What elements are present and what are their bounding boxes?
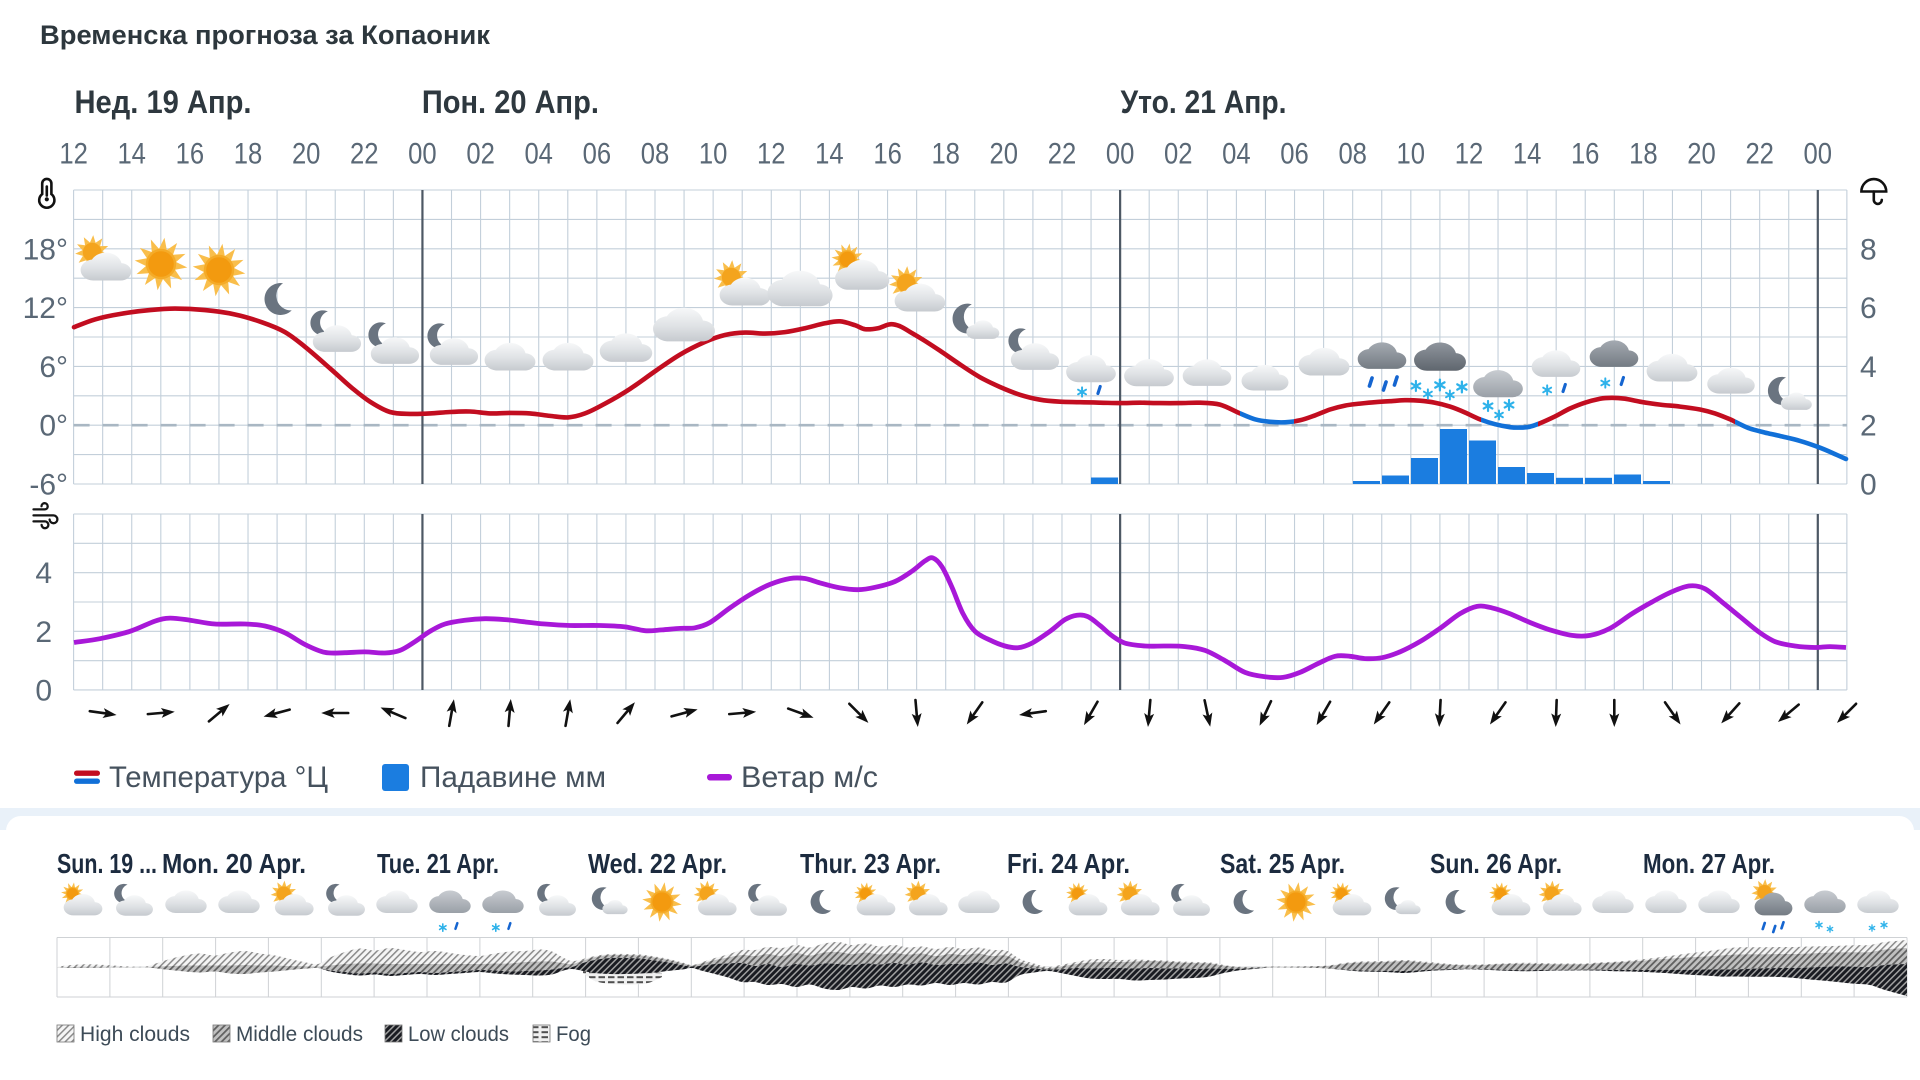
svg-text:06: 06 [1280, 138, 1309, 171]
svg-text:Low clouds: Low clouds [408, 1023, 509, 1046]
svg-text:Middle clouds: Middle clouds [236, 1023, 363, 1046]
svg-text:Mon. 27 Apr.: Mon. 27 Apr. [1643, 848, 1775, 879]
svg-text:Thur. 23 Apr.: Thur. 23 Apr. [800, 848, 941, 879]
svg-text:Sun. 26 Apr.: Sun. 26 Apr. [1430, 848, 1562, 879]
svg-text:00: 00 [1804, 138, 1833, 171]
svg-text:14: 14 [1513, 138, 1542, 171]
svg-text:18°: 18° [23, 233, 68, 266]
svg-text:High clouds: High clouds [80, 1023, 190, 1046]
svg-text:16: 16 [873, 138, 902, 171]
svg-text:00: 00 [408, 138, 437, 171]
svg-text:Уто. 21 Апр.: Уто. 21 Апр. [1121, 84, 1287, 120]
svg-text:22: 22 [1048, 138, 1077, 171]
svg-text:6°: 6° [39, 351, 68, 384]
svg-text:Tue. 21 Apr.: Tue. 21 Apr. [377, 848, 499, 879]
svg-text:18: 18 [234, 138, 263, 171]
svg-text:Wed. 22 Apr.: Wed. 22 Apr. [588, 848, 727, 879]
svg-text:0: 0 [1860, 469, 1877, 502]
svg-text:Mon. 20 Apr.: Mon. 20 Apr. [162, 848, 306, 879]
svg-text:16: 16 [1571, 138, 1600, 171]
svg-text:Временска прогноза за Копаоник: Временска прогноза за Копаоник [40, 20, 490, 50]
svg-text:08: 08 [1338, 138, 1367, 171]
svg-text:10: 10 [1397, 138, 1426, 171]
svg-text:14: 14 [815, 138, 844, 171]
svg-text:22: 22 [1745, 138, 1774, 171]
svg-text:06: 06 [583, 138, 612, 171]
svg-text:Fri. 24 Apr.: Fri. 24 Apr. [1007, 848, 1130, 879]
svg-text:18: 18 [1629, 138, 1658, 171]
svg-text:0: 0 [35, 675, 52, 708]
svg-text:Sat. 25 Apr.: Sat. 25 Apr. [1220, 848, 1345, 879]
svg-text:04: 04 [524, 138, 553, 171]
svg-text:20: 20 [990, 138, 1019, 171]
svg-text:0°: 0° [39, 410, 68, 443]
svg-text:Ветар м/с: Ветар м/с [741, 761, 878, 794]
svg-text:20: 20 [292, 138, 321, 171]
svg-text:6: 6 [1860, 292, 1877, 325]
svg-text:Температура °Ц: Температура °Ц [109, 761, 328, 794]
svg-text:22: 22 [350, 138, 379, 171]
svg-text:16: 16 [176, 138, 205, 171]
svg-text:08: 08 [641, 138, 670, 171]
svg-text:Fog: Fog [556, 1023, 591, 1046]
svg-text:12°: 12° [23, 292, 68, 325]
svg-text:00: 00 [1106, 138, 1135, 171]
svg-text:12: 12 [59, 138, 88, 171]
svg-text:2: 2 [35, 616, 52, 649]
svg-text:4: 4 [1860, 351, 1877, 384]
svg-text:12: 12 [1455, 138, 1484, 171]
svg-text:Нед. 19 Апр.: Нед. 19 Апр. [75, 84, 252, 120]
svg-text:Падавине мм: Падавине мм [420, 761, 606, 794]
svg-text:Sun. 19 ...: Sun. 19 ... [57, 848, 157, 879]
svg-text:8: 8 [1860, 233, 1877, 266]
svg-text:2: 2 [1860, 410, 1877, 443]
svg-text:-6°: -6° [29, 469, 68, 502]
svg-text:02: 02 [1164, 138, 1193, 171]
svg-text:10: 10 [699, 138, 728, 171]
svg-text:04: 04 [1222, 138, 1251, 171]
svg-text:02: 02 [466, 138, 495, 171]
svg-text:20: 20 [1687, 138, 1716, 171]
svg-text:12: 12 [757, 138, 786, 171]
svg-text:18: 18 [931, 138, 960, 171]
svg-text:4: 4 [35, 557, 52, 590]
svg-text:14: 14 [117, 138, 146, 171]
svg-text:Пон. 20 Апр.: Пон. 20 Апр. [422, 84, 599, 120]
